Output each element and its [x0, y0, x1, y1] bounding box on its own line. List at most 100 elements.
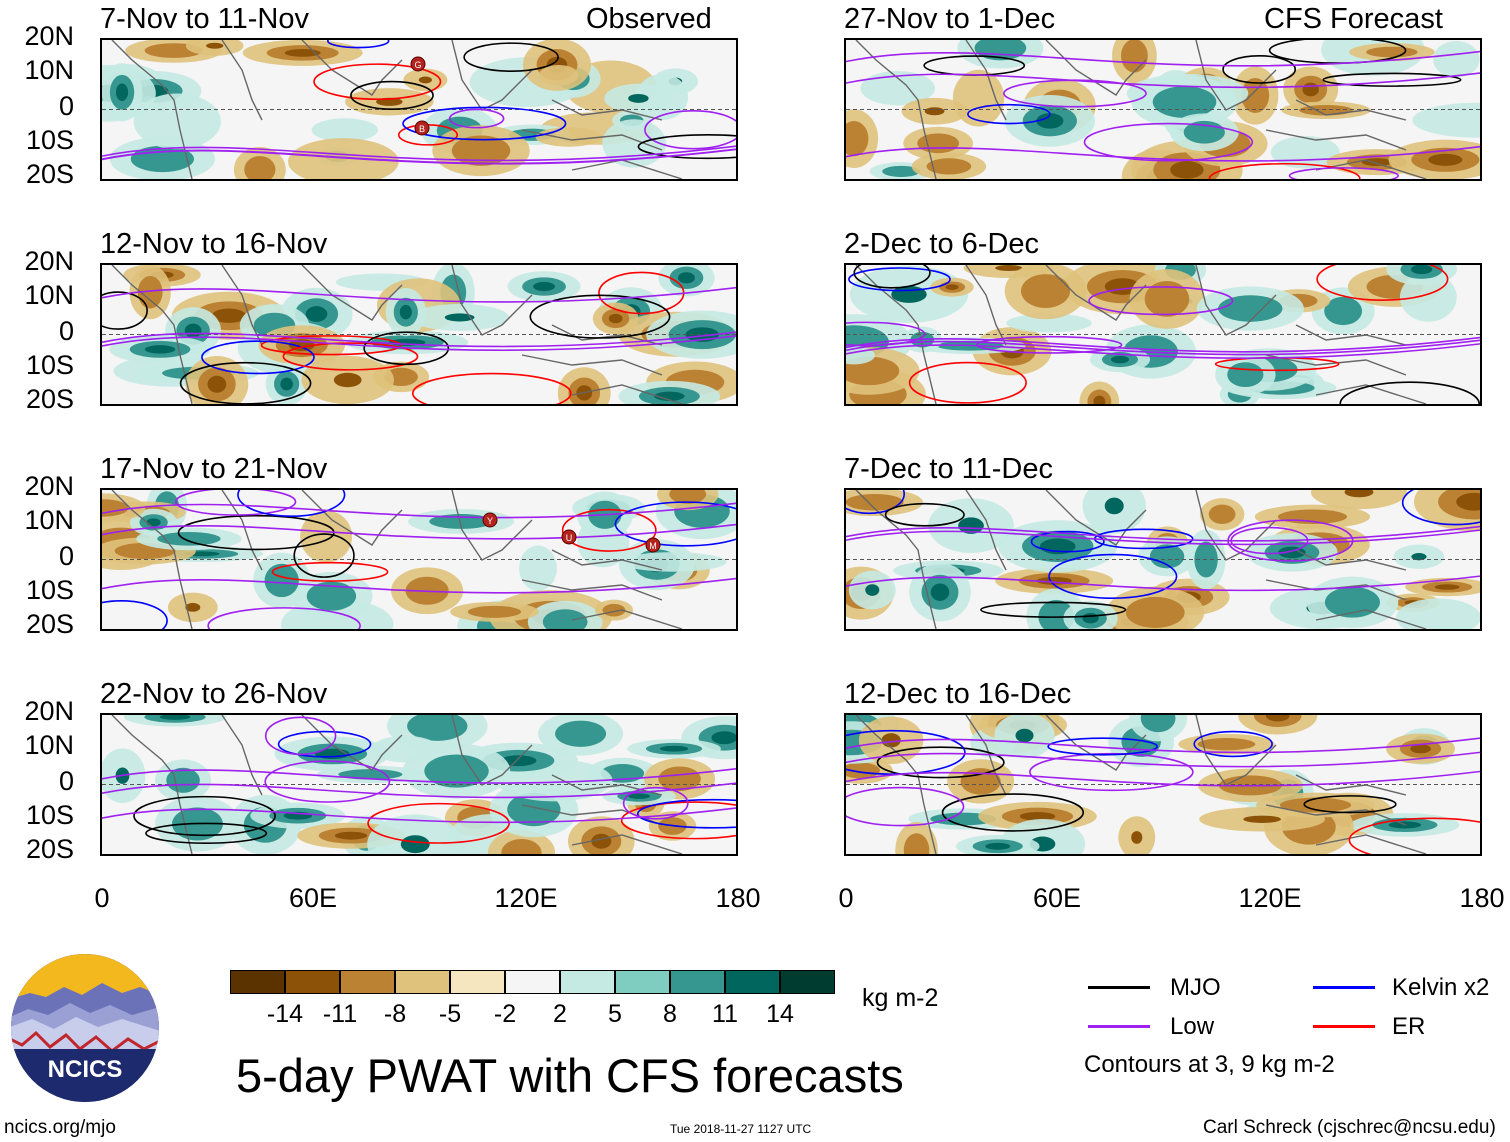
lon-label-right-120e: 120E — [1238, 883, 1302, 913]
svg-text:Y: Y — [487, 516, 493, 526]
lon-label-right-180: 180 — [1459, 883, 1505, 913]
lat-label: 0 — [58, 766, 74, 796]
lat-label: 20N — [24, 21, 74, 51]
map-panel-forecast-2 — [844, 263, 1482, 406]
colorbar-swatch — [670, 970, 725, 994]
lat-label: 20S — [25, 609, 74, 639]
main-title: 5-day PWAT with CFS forecasts — [236, 1049, 904, 1102]
lon-label-right-0: 0 — [838, 883, 854, 913]
panel-title-2: 12-Nov to 16-Nov — [100, 228, 328, 260]
colorbar-units: kg m-2 — [862, 984, 939, 1012]
lat-label: 10N — [24, 55, 74, 85]
map-canvas — [846, 715, 1480, 854]
map-panel-forecast-1 — [844, 38, 1482, 181]
colorbar-swatch — [230, 970, 285, 994]
map-canvas — [846, 40, 1480, 179]
panel-title-8: 12-Dec to 16-Dec — [844, 678, 1072, 710]
colorbar-swatch — [725, 970, 780, 994]
forecast-header: CFS Forecast — [1264, 3, 1443, 35]
storm-marker: U — [561, 529, 577, 545]
legend-swatch-kelvin — [1313, 986, 1375, 989]
footer-url: ncics.org/mjo — [4, 1117, 116, 1138]
map-canvas — [102, 715, 736, 854]
panel-title-4: 22-Nov to 26-Nov — [100, 678, 328, 710]
colorbar-label: 11 — [712, 1000, 738, 1028]
lon-label-left-0: 0 — [94, 883, 110, 913]
colorbar-label: -14 — [266, 1000, 304, 1028]
colorbar-label: -11 — [322, 1000, 358, 1028]
footer-timestamp: Tue 2018-11-27 1127 UTC — [670, 1122, 812, 1136]
colorbar-swatch — [285, 970, 340, 994]
colorbar-label: 2 — [553, 1000, 567, 1028]
colorbar-swatch — [560, 970, 615, 994]
lat-label: 10N — [24, 730, 74, 760]
ncics-logo: NCICS — [10, 953, 160, 1103]
colorbar-swatch — [780, 970, 835, 994]
observed-header: Observed — [586, 3, 712, 35]
storm-marker: Y — [482, 512, 498, 528]
colorbar-swatch — [340, 970, 395, 994]
legend-swatch-mjo — [1088, 986, 1150, 989]
map-canvas: Y U M — [102, 490, 736, 629]
panel-title-1: 7-Nov to 11-Nov — [100, 3, 309, 35]
colorbar-label: -5 — [438, 1000, 462, 1028]
panel-title-3: 17-Nov to 21-Nov — [100, 453, 328, 485]
logo-text: NCICS — [48, 1056, 123, 1083]
storm-marker: G — [410, 56, 426, 72]
svg-text:G: G — [414, 60, 421, 70]
lat-label: 10S — [25, 350, 74, 380]
map-panel-observed-4 — [100, 713, 738, 856]
legend-note: Contours at 3, 9 kg m-2 — [1084, 1051, 1335, 1078]
colorbar-label: -8 — [383, 1000, 407, 1028]
map-canvas — [102, 265, 736, 404]
lat-label: 0 — [58, 316, 74, 346]
svg-text:M: M — [649, 541, 657, 551]
legend-swatch-er — [1313, 1025, 1375, 1028]
colorbar-label: -2 — [493, 1000, 517, 1028]
legend-swatch-low — [1088, 1025, 1150, 1028]
map-canvas: GB — [102, 40, 736, 179]
map-panel-forecast-3 — [844, 488, 1482, 631]
panel-title-7: 7-Dec to 11-Dec — [844, 453, 1053, 485]
storm-marker: B — [414, 120, 430, 136]
map-canvas — [846, 265, 1480, 404]
map-panel-forecast-4 — [844, 713, 1482, 856]
lat-label: 20N — [24, 471, 74, 501]
lon-label-right-60e: 60E — [1032, 883, 1082, 913]
lat-label: 20N — [24, 696, 74, 726]
lat-label: 20S — [25, 384, 74, 414]
panel-title-5: 27-Nov to 1-Dec — [844, 3, 1056, 35]
lat-label: 20S — [25, 159, 74, 189]
lat-label: 0 — [58, 91, 74, 121]
storm-marker: M — [645, 537, 661, 553]
colorbar-label: 8 — [663, 1000, 677, 1028]
lat-label: 10S — [25, 800, 74, 830]
lon-label-left-120e: 120E — [494, 883, 558, 913]
lat-label: 10N — [24, 280, 74, 310]
colorbar-swatch — [395, 970, 450, 994]
lat-label: 20N — [24, 246, 74, 276]
lat-label: 10N — [24, 505, 74, 535]
legend-label-mjo: MJO — [1170, 974, 1221, 1001]
legend-label-low: Low — [1170, 1013, 1215, 1040]
lat-label: 0 — [58, 541, 74, 571]
svg-text:U: U — [566, 533, 573, 543]
panel-title-6: 2-Dec to 6-Dec — [844, 228, 1040, 260]
colorbar-label: 14 — [766, 1000, 794, 1028]
legend-label-er: ER — [1392, 1013, 1426, 1040]
lat-label: 20S — [25, 834, 74, 864]
colorbar-swatch — [505, 970, 560, 994]
lon-label-left-60e: 60E — [288, 883, 338, 913]
colorbar-swatch — [615, 970, 670, 994]
map-canvas — [846, 490, 1480, 629]
lat-label: 10S — [25, 125, 74, 155]
legend-label-kelvin: Kelvin x2 — [1392, 974, 1490, 1001]
footer-credit: Carl Schreck (cjschrec@ncsu.edu) — [1203, 1117, 1496, 1138]
svg-text:B: B — [419, 124, 425, 134]
lon-label-left-180: 180 — [715, 883, 761, 913]
colorbar-swatch — [450, 970, 505, 994]
colorbar-label: 5 — [608, 1000, 622, 1028]
lat-label: 10S — [25, 575, 74, 605]
map-panel-observed-2 — [100, 263, 738, 406]
